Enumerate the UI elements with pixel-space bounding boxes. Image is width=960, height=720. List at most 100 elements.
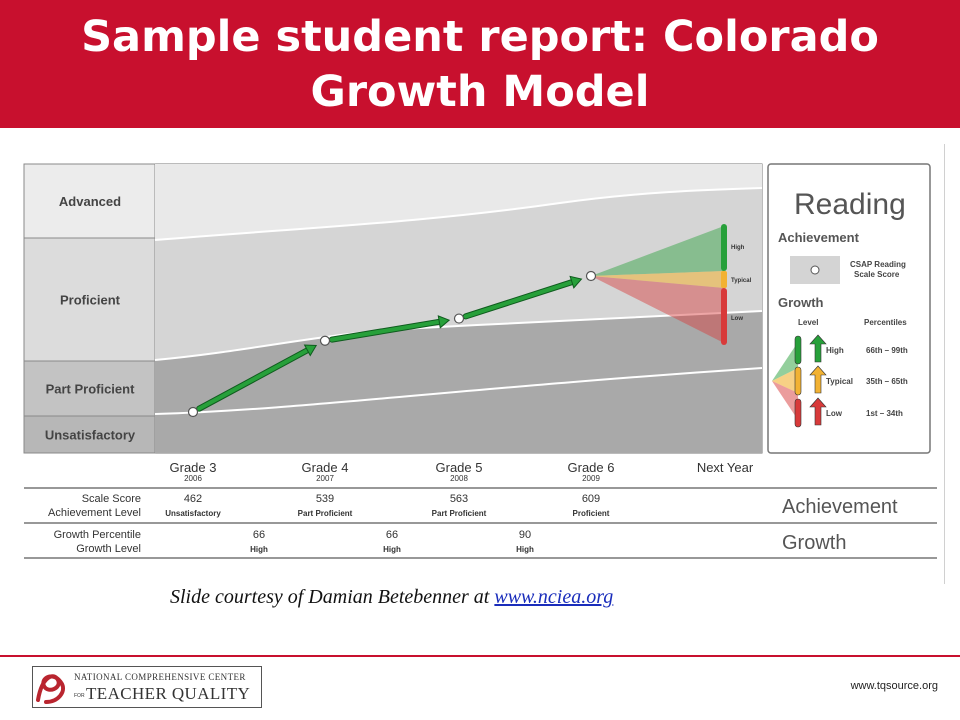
- growth-arrow-head: [437, 315, 451, 329]
- projection-bar-high: [721, 224, 727, 271]
- level-band-label-cell: [23, 415, 156, 454]
- projection-label-low: Low: [731, 316, 743, 322]
- score-table: Scale Score Achievement Level Growth Perce…: [24, 487, 937, 559]
- score-point-grade-5: [453, 313, 465, 324]
- logo-frame: [32, 666, 262, 708]
- achievement-level-label: Advanced: [59, 194, 121, 209]
- scale-score-value: 563: [450, 493, 468, 505]
- row-label-growth-level: Growth Level: [76, 543, 141, 555]
- growth-level-value: High: [516, 545, 534, 554]
- legend-level-high: High: [826, 346, 844, 355]
- projection-bar-typical: [721, 271, 727, 288]
- growth-arrow-head: [569, 275, 583, 289]
- growth-percentile-value: 90: [519, 529, 531, 541]
- scale-score-value: 609: [582, 493, 600, 505]
- projection-label-typical: Typical: [731, 278, 752, 284]
- level-band-label-cell: [23, 237, 156, 362]
- x-year-label: 2008: [450, 474, 468, 483]
- slide-title-line-2: Growth Model: [310, 67, 650, 117]
- legend-col-level: Level: [798, 318, 818, 327]
- growth-level-value: High: [383, 545, 401, 554]
- x-category-label: Grade 6: [568, 460, 615, 475]
- row-label-scale-score: Scale Score: [82, 493, 141, 505]
- x-category-label: Grade 4: [302, 460, 349, 475]
- achievement-level-value: Part Proficient: [298, 509, 353, 518]
- legend-range-high: 66th – 99th: [866, 346, 908, 355]
- score-point-grade-3: [187, 406, 199, 418]
- legend-title: Reading: [794, 188, 906, 221]
- level-band-label-cell: [23, 360, 156, 417]
- achievement-level-label: Unsatisfactory: [45, 428, 136, 443]
- x-category-label: Grade 3: [170, 460, 217, 475]
- achievement-level-label: Part Proficient: [46, 382, 136, 397]
- logo-for-text: FOR: [74, 693, 85, 699]
- achievement-level-value: Proficient: [573, 509, 610, 518]
- table-tag-achievement: Achievement: [782, 496, 898, 518]
- growth-percentile-value: 66: [253, 529, 265, 541]
- footer-divider: [0, 655, 960, 657]
- legend-growth-heading: Growth: [778, 295, 824, 310]
- legend-arrow-low-icon: [809, 397, 827, 426]
- courtesy-text: Slide courtesy of Damian Betebenner at: [170, 586, 495, 608]
- nciea-link[interactable]: www.nciea.org: [494, 586, 614, 608]
- logo-line1-text: NATIONAL COMPREHENSIVE CENTER: [74, 672, 246, 682]
- legend-fan-typical: [772, 368, 798, 393]
- legend-level-low: Low: [826, 409, 843, 418]
- advanced-cut-line: [154, 187, 763, 241]
- x-year-label: 2009: [582, 474, 600, 483]
- achievement-level-value: Unsatisfactory: [165, 509, 221, 518]
- scale-score-value: 539: [316, 493, 334, 505]
- score-point-grade-6: [585, 270, 597, 282]
- logo-line2-text: TEACHER QUALITY: [86, 684, 250, 703]
- table-tag-growth: Growth: [782, 532, 846, 554]
- projection-bar-low: [721, 288, 727, 345]
- legend-frame: [767, 163, 931, 454]
- logo-knot-icon: [36, 674, 65, 704]
- x-category-label: Next Year: [697, 460, 754, 475]
- legend-arrow-typical-icon: [809, 365, 827, 394]
- growth-level-value: High: [250, 545, 268, 554]
- part-proficient-cut-line: [154, 367, 763, 415]
- footer-website[interactable]: www.tqsource.org: [850, 680, 938, 692]
- projection-label-high: High: [731, 245, 745, 251]
- projection-fan-low: [591, 276, 724, 343]
- courtesy-note: Slide courtesy of Damian Betebenner at w…: [170, 586, 613, 609]
- legend-col-percentiles: Percentiles: [864, 318, 907, 327]
- x-year-label: 2007: [316, 474, 334, 483]
- legend-fan-low: [772, 381, 798, 420]
- legend-range-typical: 35th – 65th: [866, 377, 908, 386]
- x-year-label: 2006: [184, 474, 202, 483]
- projection-fan-typical: [591, 271, 724, 288]
- legend-achievement-item-line1: CSAP Reading: [850, 260, 906, 269]
- achievement-level-label: Proficient: [60, 293, 121, 308]
- nccq-logo: NATIONAL COMPREHENSIVE CENTER FOR TEACHE…: [32, 666, 262, 708]
- legend-level-bar-typical: [794, 366, 802, 396]
- growth-arrow-shaft: [197, 348, 310, 411]
- legend-achievement-item-line2: Scale Score: [854, 270, 900, 279]
- growth-report-chart: Advanced Proficient Part Proficient Unsatis…: [23, 144, 945, 584]
- title-banner: Sample student report: Colorado Growth M…: [0, 0, 960, 128]
- legend-arrow-high-icon: [809, 334, 827, 363]
- legend-achievement-point: [810, 265, 820, 275]
- row-label-achievement-level: Achievement Level: [48, 507, 141, 519]
- legend-achievement-heading: Achievement: [778, 230, 860, 245]
- chart-group: Advanced Proficient Part Proficient Unsatis…: [23, 144, 945, 584]
- level-band-label-cell: [23, 163, 156, 239]
- projection-fan-high: [591, 226, 724, 276]
- legend-range-low: 1st – 34th: [866, 409, 903, 418]
- legend-level-typical: Typical: [826, 377, 853, 386]
- row-label-growth-percentile: Growth Percentile: [54, 529, 141, 541]
- figure-right-edge: [944, 144, 945, 584]
- scale-score-value: 462: [184, 493, 202, 505]
- x-category-label: Grade 5: [436, 460, 483, 475]
- legend-level-bar-low: [794, 398, 802, 428]
- growth-arrow-shaft: [329, 319, 442, 342]
- legend-level-bar-high: [794, 335, 802, 365]
- growth-percentile-value: 66: [386, 529, 398, 541]
- growth-arrow-head: [303, 344, 318, 357]
- score-point-grade-4: [319, 335, 331, 346]
- achievement-level-value: Part Proficient: [432, 509, 487, 518]
- slide-title: Sample student report: Colorado Growth M…: [0, 0, 960, 120]
- slide-title-line-1: Sample student report: Colorado: [81, 12, 879, 62]
